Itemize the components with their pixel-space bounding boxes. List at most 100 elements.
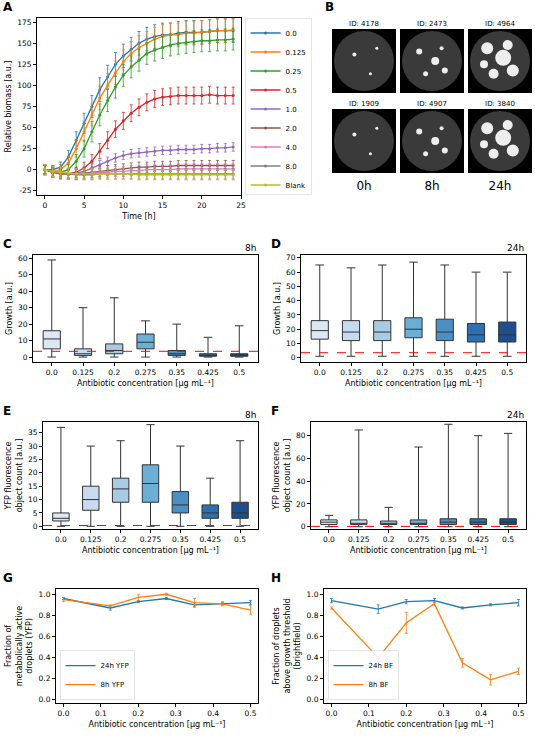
svg-text:175: 175 <box>17 18 32 27</box>
svg-text:0.5: 0.5 <box>233 368 245 377</box>
svg-text:0.5: 0.5 <box>502 535 514 544</box>
svg-text:0.2: 0.2 <box>132 709 144 718</box>
svg-text:0.0: 0.0 <box>314 368 326 377</box>
svg-text:0.5: 0.5 <box>245 709 257 718</box>
svg-text:80: 80 <box>296 431 306 440</box>
svg-text:0.0: 0.0 <box>286 30 297 38</box>
svg-text:25: 25 <box>22 144 32 153</box>
svg-text:24h: 24h <box>489 179 512 193</box>
svg-text:1.0: 1.0 <box>286 106 297 114</box>
svg-text:0.2: 0.2 <box>115 535 127 544</box>
svg-text:0: 0 <box>301 522 306 531</box>
svg-text:50: 50 <box>22 123 32 132</box>
svg-text:0.35: 0.35 <box>168 368 185 377</box>
svg-text:0.275: 0.275 <box>403 368 425 377</box>
svg-text:ID: 4178: ID: 4178 <box>349 20 379 28</box>
svg-text:0.425: 0.425 <box>199 535 221 544</box>
svg-text:Time [h]: Time [h] <box>121 212 155 221</box>
svg-text:0.5: 0.5 <box>501 368 513 377</box>
svg-text:60: 60 <box>18 254 28 263</box>
svg-text:8h BF: 8h BF <box>369 681 389 689</box>
svg-text:0.35: 0.35 <box>436 368 453 377</box>
svg-text:Antibiotic concentration [μg m: Antibiotic concentration [μg mL⁻¹] <box>77 379 214 388</box>
svg-text:0.4: 0.4 <box>39 653 51 662</box>
svg-text:0.0: 0.0 <box>58 709 70 718</box>
svg-text:0.5: 0.5 <box>286 87 297 95</box>
svg-text:0.2: 0.2 <box>376 368 388 377</box>
svg-text:0.0: 0.0 <box>307 695 319 704</box>
svg-text:5: 5 <box>33 509 38 518</box>
svg-text:0.425: 0.425 <box>465 368 487 377</box>
svg-text:0: 0 <box>291 353 296 362</box>
svg-text:10: 10 <box>286 339 296 348</box>
svg-text:50: 50 <box>18 270 28 279</box>
svg-text:0.1: 0.1 <box>95 709 107 718</box>
svg-text:20: 20 <box>197 201 207 210</box>
svg-text:24h YFP: 24h YFP <box>101 662 129 670</box>
svg-text:Growth [a.u.]: Growth [a.u.] <box>273 282 282 335</box>
svg-text:30: 30 <box>286 311 296 320</box>
svg-text:0h: 0h <box>356 179 371 193</box>
svg-text:150: 150 <box>17 39 32 48</box>
svg-text:75: 75 <box>22 102 32 111</box>
svg-text:0.8: 0.8 <box>307 611 319 620</box>
svg-text:0.4: 0.4 <box>475 709 487 718</box>
svg-text:50: 50 <box>286 282 296 291</box>
svg-text:0.0: 0.0 <box>46 368 58 377</box>
svg-text:0.35: 0.35 <box>172 535 189 544</box>
svg-text:24h BF: 24h BF <box>369 662 393 670</box>
svg-text:0: 0 <box>33 522 38 531</box>
svg-text:0: 0 <box>27 165 32 174</box>
svg-text:0.8: 0.8 <box>39 611 51 620</box>
svg-text:0.25: 0.25 <box>286 68 302 76</box>
svg-text:0.3: 0.3 <box>438 709 450 718</box>
svg-text:4.0: 4.0 <box>286 144 297 152</box>
svg-text:8h: 8h <box>245 243 256 253</box>
svg-text:10: 10 <box>28 495 38 504</box>
svg-text:Blank: Blank <box>286 182 306 190</box>
svg-text:0.6: 0.6 <box>307 632 319 641</box>
svg-text:20: 20 <box>296 500 306 509</box>
svg-text:60: 60 <box>296 454 306 463</box>
svg-text:0.4: 0.4 <box>207 709 219 718</box>
svg-text:5: 5 <box>82 201 87 210</box>
svg-text:-25: -25 <box>19 186 31 195</box>
svg-text:0.0: 0.0 <box>323 535 335 544</box>
svg-text:Antibiotic concentration [μg m: Antibiotic concentration [μg mL⁻¹] <box>357 720 494 729</box>
svg-text:0.125: 0.125 <box>340 368 362 377</box>
svg-text:8.0: 8.0 <box>286 163 297 171</box>
svg-text:0.5: 0.5 <box>513 709 525 718</box>
svg-text:ID: 4907: ID: 4907 <box>417 100 447 108</box>
svg-text:Antibiotic concentration [μg m: Antibiotic concentration [μg mL⁻¹] <box>350 546 487 555</box>
svg-text:0.2: 0.2 <box>307 674 319 683</box>
svg-text:0.125: 0.125 <box>286 49 306 57</box>
svg-text:125: 125 <box>17 60 32 69</box>
svg-text:40: 40 <box>18 287 28 296</box>
svg-text:1.0: 1.0 <box>307 590 319 599</box>
svg-text:Antibiotic concentration [μg m: Antibiotic concentration [μg mL⁻¹] <box>82 546 219 555</box>
svg-text:Fraction of dropletsabove grow: Fraction of dropletsabove growth thresho… <box>272 598 302 693</box>
svg-text:30: 30 <box>18 303 28 312</box>
svg-text:0: 0 <box>23 353 28 362</box>
svg-text:100: 100 <box>17 81 32 90</box>
svg-text:40: 40 <box>286 296 296 305</box>
svg-text:0: 0 <box>42 201 47 210</box>
svg-text:0.3: 0.3 <box>170 709 182 718</box>
svg-text:0.125: 0.125 <box>348 535 370 544</box>
svg-text:YFP fluorescenceobject count [: YFP fluorescenceobject count [a.u.] <box>4 439 23 513</box>
svg-text:1.0: 1.0 <box>39 590 51 599</box>
svg-text:8h: 8h <box>424 179 439 193</box>
svg-text:0.2: 0.2 <box>400 709 412 718</box>
svg-text:0.275: 0.275 <box>408 535 430 544</box>
svg-text:25: 25 <box>28 455 38 464</box>
svg-text:24h: 24h <box>507 243 524 253</box>
svg-text:ID: 2473: ID: 2473 <box>417 20 447 28</box>
svg-text:20: 20 <box>286 325 296 334</box>
svg-text:20: 20 <box>18 320 28 329</box>
svg-text:Antibiotic concentration [μg m: Antibiotic concentration [μg mL⁻¹] <box>89 720 226 729</box>
svg-text:0.1: 0.1 <box>363 709 375 718</box>
svg-text:0.275: 0.275 <box>135 368 157 377</box>
svg-text:30: 30 <box>28 442 38 451</box>
svg-text:24h: 24h <box>507 410 524 420</box>
svg-text:0.125: 0.125 <box>80 535 102 544</box>
